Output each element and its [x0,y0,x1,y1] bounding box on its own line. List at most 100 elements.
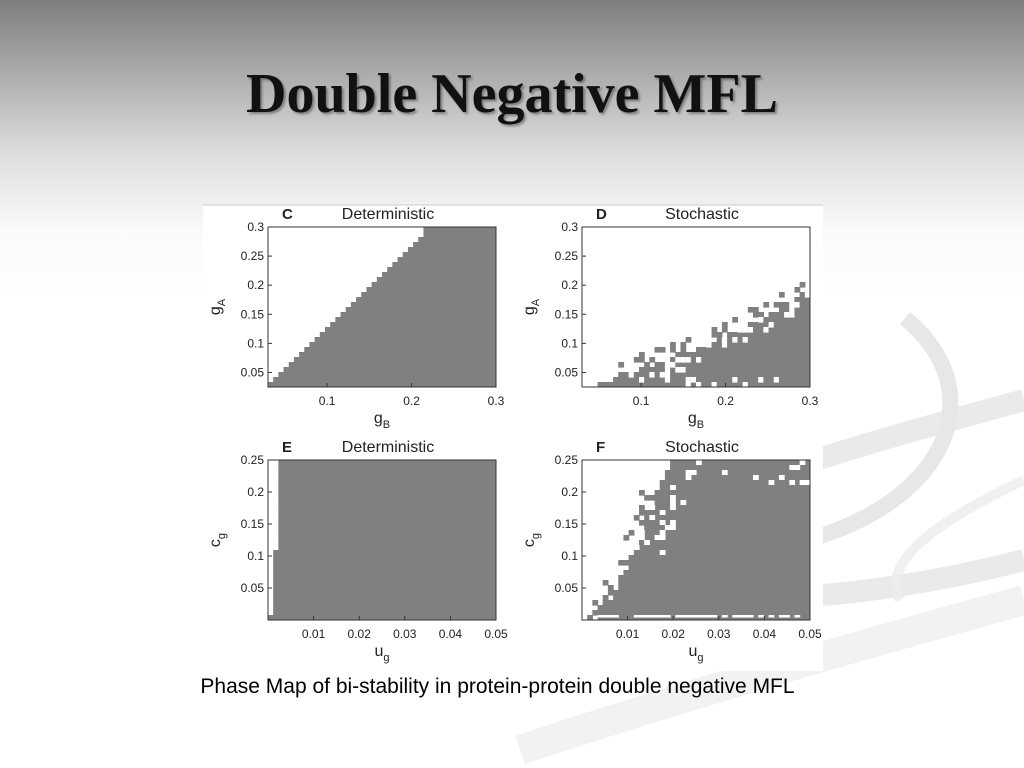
region-column [768,312,775,387]
noise-cell [742,327,749,333]
noise-cell [664,615,671,618]
region-column [711,342,718,387]
region-row [639,530,810,536]
y-tick-label: 0.1 [561,549,578,563]
noise-cell [670,485,676,491]
region-column [304,347,311,387]
noise-cell [778,475,785,481]
region-column [654,362,661,387]
noise-cell [721,342,728,348]
noise-cell [675,357,682,363]
noise-cell [659,372,666,378]
noise-cell [804,480,810,486]
region-row [273,610,496,616]
noise-cell [654,615,661,618]
noise-cell [639,510,645,516]
y-axis-label: gA [521,298,542,315]
x-axis-label: ug [374,643,389,664]
noise-cell [597,615,604,618]
region-column [444,227,450,387]
noise-cell [654,535,661,541]
noise-cell [742,615,749,618]
region-column [335,317,342,387]
noise-cell [607,590,614,596]
noise-cell [659,550,666,556]
region-column [340,312,347,387]
region-row [273,560,496,566]
noise-cell [794,615,801,618]
region-row [273,580,496,586]
noise-cell [670,362,676,368]
x-tick-label: 0.3 [488,394,505,408]
y-tick-label: 0.1 [561,336,578,350]
noise-cell [628,372,635,378]
x-tick-label: 0.02 [662,627,686,641]
noise-cell [799,460,806,466]
region-row [273,550,496,556]
x-tick-label: 0.3 [802,394,819,408]
noise-cell [633,357,640,363]
noise-cell [618,560,625,566]
noise-cell [742,337,749,343]
noise-cell [768,480,775,486]
region-row [628,555,810,561]
region-row [613,590,810,596]
noise-cell [732,615,739,618]
panel-letter: E [282,439,292,456]
noise-cell [701,615,707,618]
noise-cell [711,382,718,387]
y-tick-label: 0.3 [561,220,578,234]
x-axis-label: ug [688,643,703,664]
y-tick-label: 0.2 [561,485,578,499]
noise-cell [623,372,630,378]
region-row [633,550,810,556]
noise-cell [778,292,785,298]
noise-cell [690,377,697,383]
noise-cell [639,520,645,526]
x-tick-label: 0.04 [753,627,777,641]
plot-frame [267,226,497,388]
noise-cell [799,282,806,288]
noise-cell [613,615,619,618]
plot-frame [267,459,497,621]
y-tick-label: 0.3 [247,220,264,234]
noise-cell [618,372,625,378]
noise-cell [670,347,676,353]
noise-cell [721,327,728,333]
region-row [623,570,810,576]
panel-e: E Deterministic 0.01 0.02 0.03 0.04 0.05 0.05 0.… [207,439,508,664]
noise-cell [696,460,702,466]
region-row [273,600,496,606]
region-row [628,560,810,566]
region-column [758,317,764,387]
region-row [278,485,496,491]
region-row [278,540,496,546]
noise-cell [690,615,697,618]
region-column [309,342,316,387]
region-column [387,267,393,387]
region-column [330,322,336,387]
noise-cell [784,312,790,318]
region-row [278,495,496,501]
region-row [273,605,496,611]
x-tick-label: 0.01 [302,627,326,641]
panel-letter: C [282,206,293,223]
region-column [804,292,810,387]
x-tick-label: 0.02 [348,627,372,641]
y-tick-label: 0.15 [241,307,265,321]
noise-cell [618,362,625,368]
region-column [418,237,425,387]
noise-cell [732,317,739,323]
region-column [459,227,466,387]
noise-cell [789,302,796,308]
noise-cell [696,357,702,363]
region-row [639,540,810,546]
region-column [371,282,378,387]
region-column [716,337,723,387]
noise-cell [685,337,692,343]
region-column [407,247,414,387]
noise-cell [592,600,599,606]
x-tick-label: 0.01 [616,627,640,641]
noise-cell [763,302,770,308]
region-row [659,485,810,491]
